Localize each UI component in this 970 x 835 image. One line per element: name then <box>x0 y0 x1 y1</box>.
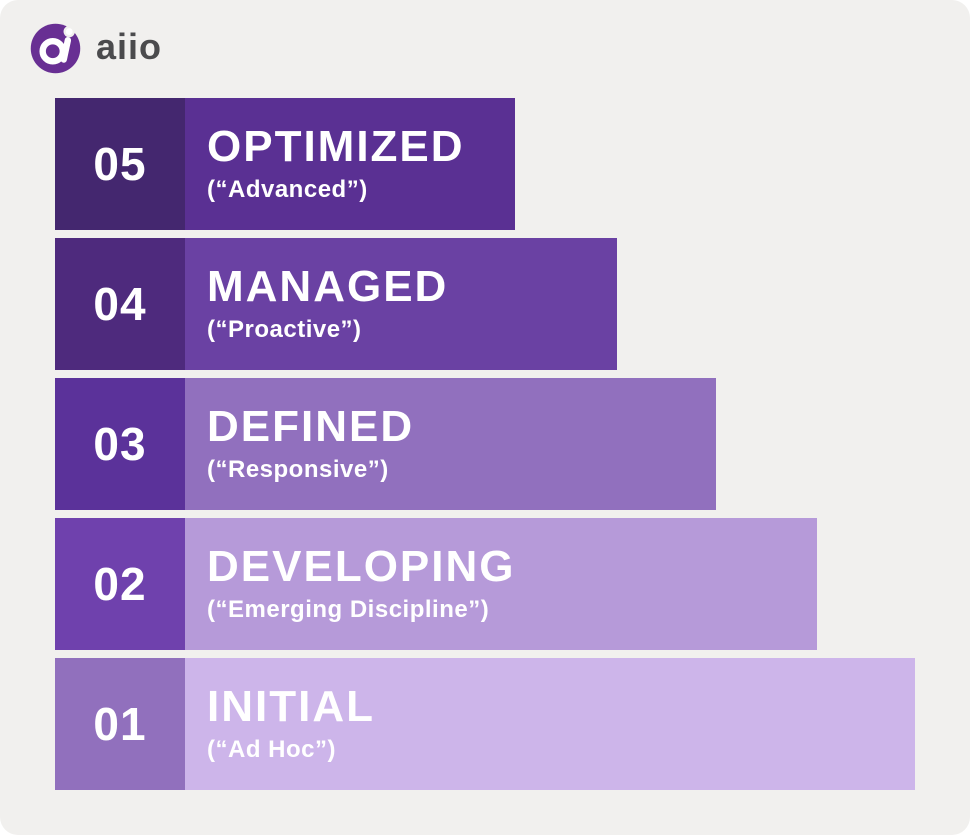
level-number: 01 <box>55 658 185 790</box>
level-number: 04 <box>55 238 185 370</box>
level-title: MANAGED <box>207 261 449 311</box>
level-subtitle: (“Proactive”) <box>207 316 362 344</box>
level-body: MANAGED (“Proactive”) <box>185 238 617 370</box>
maturity-bar-level-1: 01 INITIAL (“Ad Hoc”) <box>55 658 915 790</box>
level-body: DEFINED (“Responsive”) <box>185 378 716 510</box>
maturity-bar-level-4: 04 MANAGED (“Proactive”) <box>55 238 617 370</box>
level-subtitle: (“Responsive”) <box>207 456 389 484</box>
aiio-a-icon <box>30 23 81 74</box>
level-body: DEVELOPING (“Emerging Discipline”) <box>185 518 817 650</box>
level-number: 05 <box>55 98 185 230</box>
level-body: INITIAL (“Ad Hoc”) <box>185 658 915 790</box>
level-title: DEVELOPING <box>207 541 516 591</box>
level-body: OPTIMIZED (“Advanced”) <box>185 98 515 230</box>
maturity-bar-level-3: 03 DEFINED (“Responsive”) <box>55 378 716 510</box>
level-title: OPTIMIZED <box>207 121 465 171</box>
level-title: DEFINED <box>207 401 415 451</box>
level-title: INITIAL <box>207 681 375 731</box>
level-number: 03 <box>55 378 185 510</box>
level-subtitle: (“Emerging Discipline”) <box>207 596 490 624</box>
level-subtitle: (“Advanced”) <box>207 176 368 204</box>
level-subtitle: (“Ad Hoc”) <box>207 736 336 764</box>
maturity-bar-level-2: 02 DEVELOPING (“Emerging Discipline”) <box>55 518 817 650</box>
level-number: 02 <box>55 518 185 650</box>
brand-logo: aiio <box>28 21 162 76</box>
brand-logo-text: aiio <box>96 25 163 67</box>
maturity-bar-level-5: 05 OPTIMIZED (“Advanced”) <box>55 98 515 230</box>
maturity-levels: 05 OPTIMIZED (“Advanced”) 04 MANAGED (“P… <box>55 98 915 790</box>
